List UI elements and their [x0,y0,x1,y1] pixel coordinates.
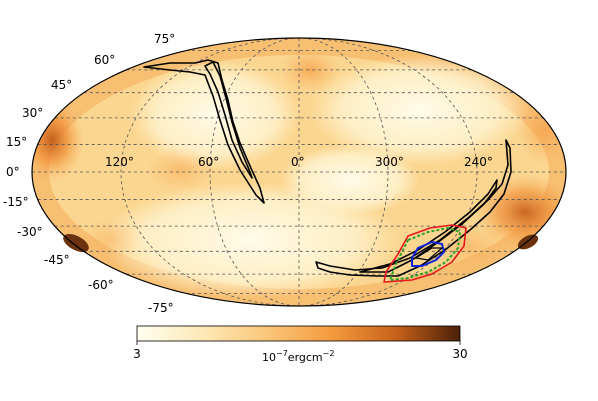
region-blue [411,241,445,267]
lat-label-30: 30° [22,106,43,120]
lon-label-60: 60° [198,155,219,169]
sky-map [31,37,567,307]
lat-label-m75: -75° [148,301,174,315]
region-red [383,224,467,283]
lat-label-m45: -45° [44,253,70,267]
colorbar-unit-label: 10−7ergcm−2 [262,349,334,364]
map-outline [31,37,567,307]
colorbar-min-label: 3 [133,347,141,361]
lat-label-m15: -15° [3,195,29,209]
contour-north [143,59,265,204]
lat-label-m30: -30° [17,225,43,239]
lat-label-0: 0° [6,165,20,179]
lon-label-300: 300° [375,155,404,169]
lat-label-15: 15° [6,135,27,149]
region-blue-inner [414,247,444,261]
region-green [389,227,461,281]
lon-label-0: 0° [291,155,305,169]
colorbar-gradient [136,325,461,342]
colorbar: 3 30 10−7ergcm−2 [133,325,468,364]
lon-label-240: 240° [464,155,493,169]
latitude-labels: 75° 60° 45° 30° 15° 0° -15° -30° -45° -6… [3,32,175,315]
longitude-labels: 120° 60° 0° 300° 240° [105,155,493,169]
lon-label-120: 120° [105,155,134,169]
hotspot-left [63,233,89,253]
lat-label-75: 75° [154,32,175,46]
lat-label-60: 60° [94,53,115,67]
colorbar-max-label: 30 [452,347,467,361]
lat-label-m60: -60° [88,278,114,292]
lat-label-45: 45° [51,78,72,92]
